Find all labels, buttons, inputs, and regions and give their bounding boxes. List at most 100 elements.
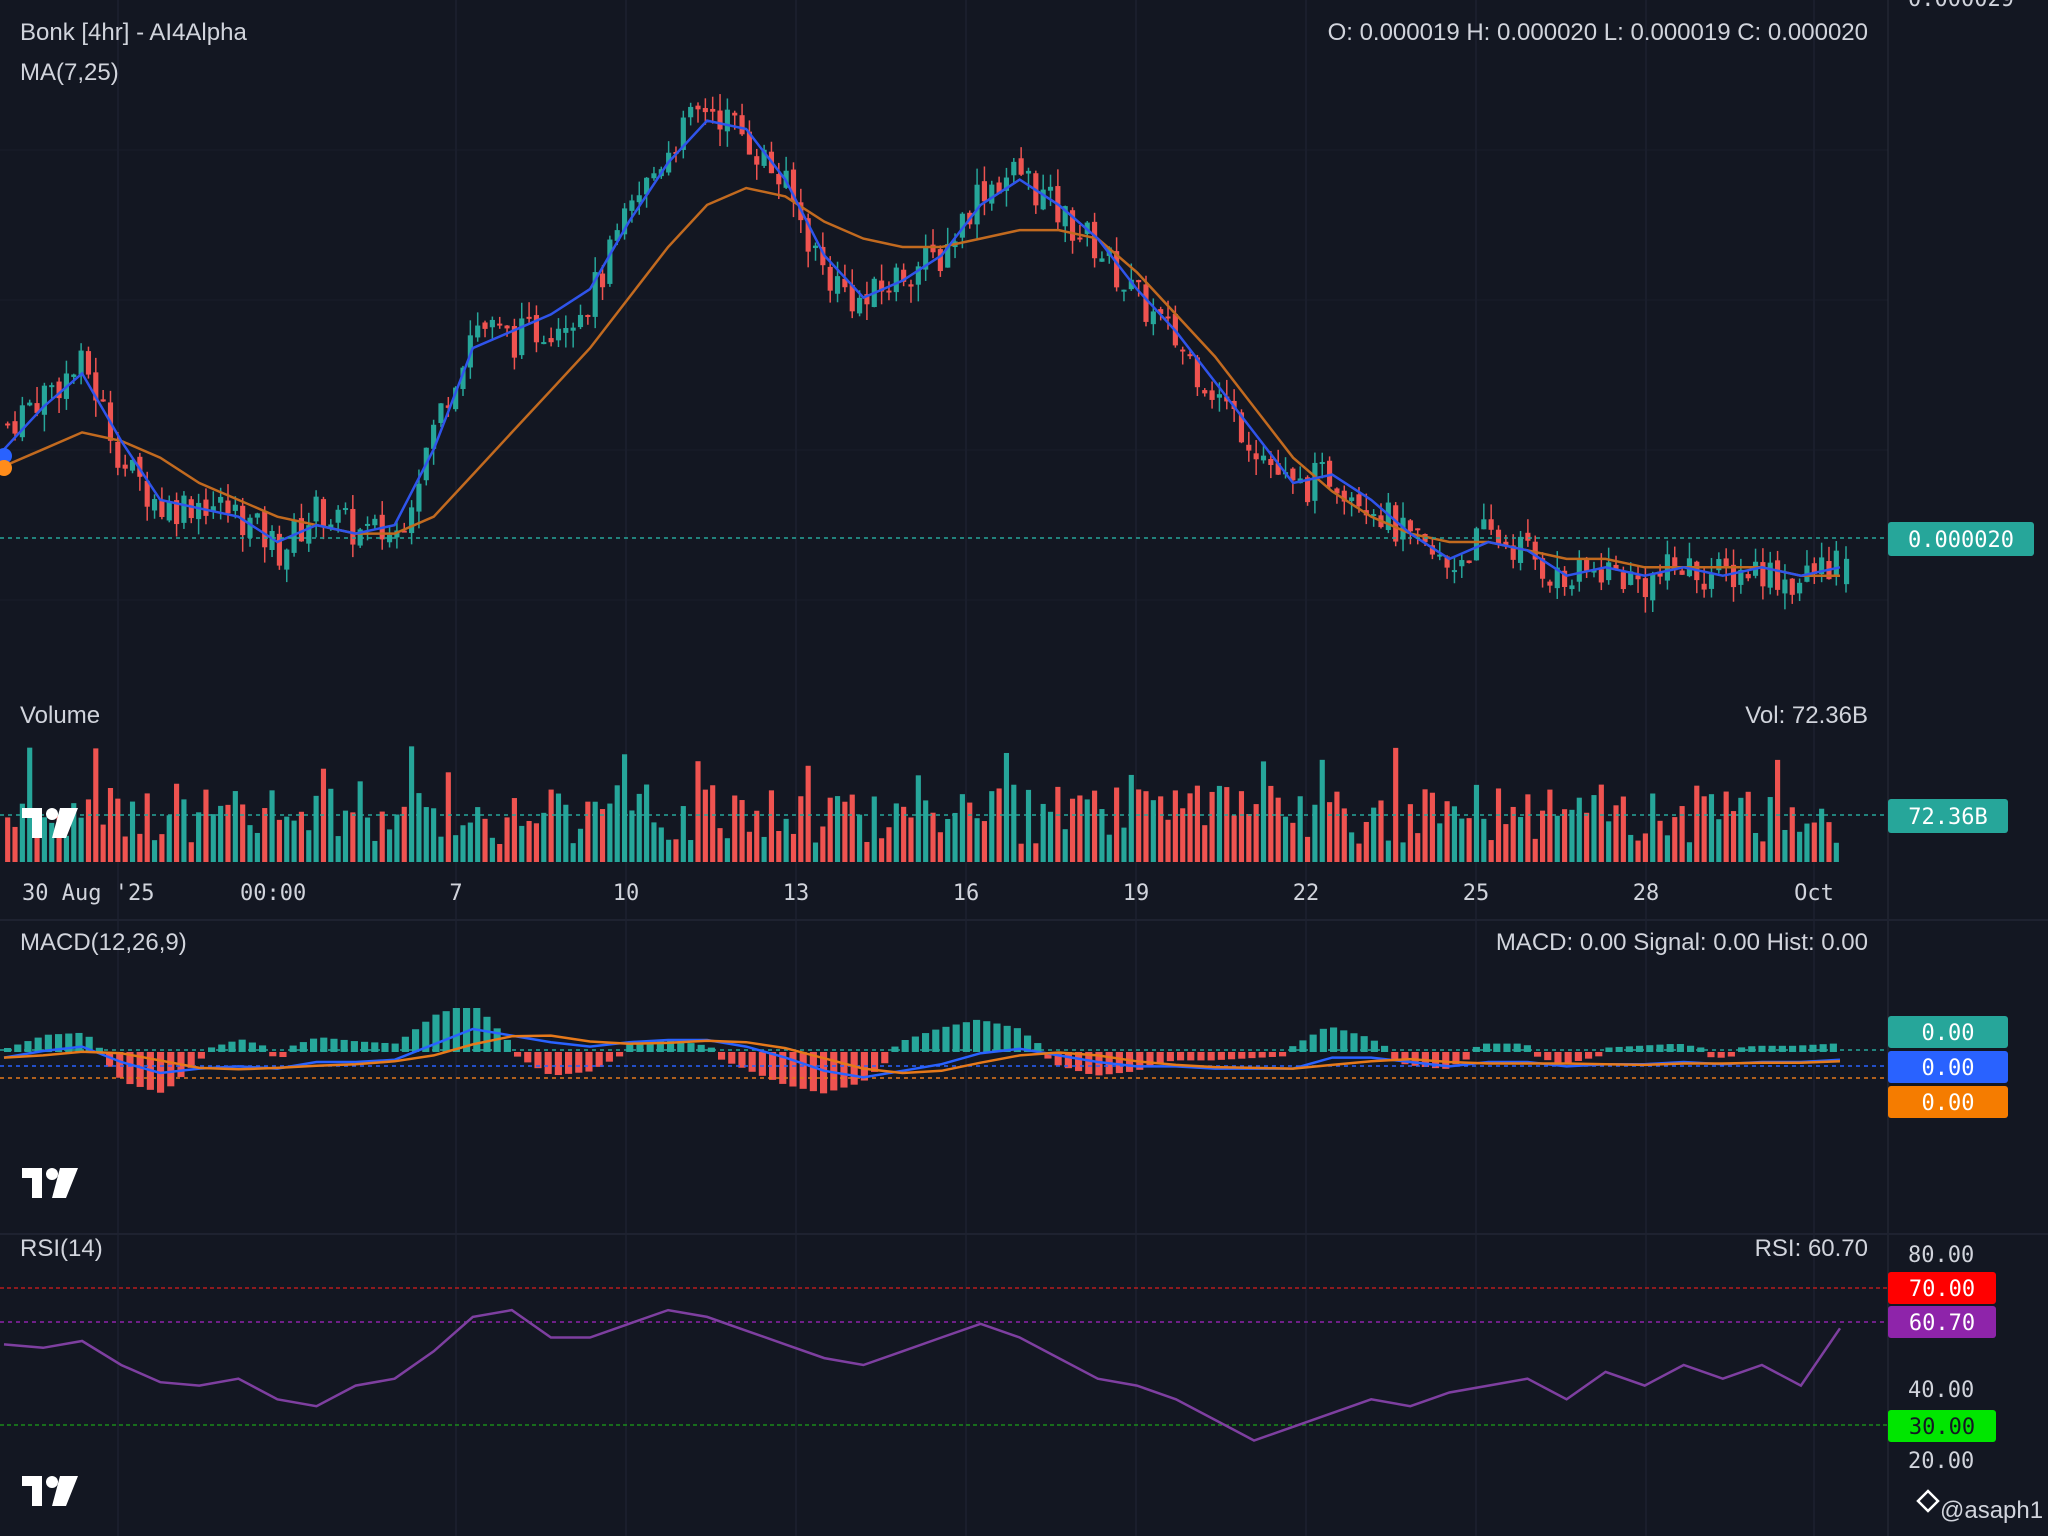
candle-body [599,273,606,288]
macd-hist-bar [85,1036,93,1052]
volume-bar [137,833,143,862]
volume-bar [680,806,686,862]
volume-bar [1062,829,1068,862]
signal-line [3,1034,1841,1075]
tradingview-logo [22,808,78,838]
volume-bar [1282,816,1289,862]
macd-hist-bar [1013,1028,1021,1052]
x-tick-label: 30 Aug '25 [22,881,154,906]
macd-hist-bar [1207,1052,1215,1061]
macd-hist-bar [636,1042,644,1052]
volume-bar [1613,805,1619,862]
macd-hist-bar [422,1021,430,1052]
volume-bar [298,811,305,862]
volume-bar [1018,843,1024,862]
candle-body [1003,177,1010,191]
macd-hist-bar [850,1052,858,1085]
candle-body [1194,357,1200,388]
volume-bar [78,817,84,862]
candle-body [276,533,282,566]
chart-title: Bonk [4hr] - AI4Alpha [20,19,247,46]
candle-body [923,246,929,270]
candle-body [1341,490,1347,502]
macd-hist-bar [901,1039,909,1052]
macd-hist-bar [1727,1052,1735,1057]
volume-bar [115,798,121,862]
volume-bar [548,789,554,862]
candle-body [291,520,297,553]
volume-bar [945,818,951,862]
volume-bar [306,830,312,862]
candle-body [1202,390,1208,394]
volume-bar [533,823,540,862]
macd-hist-bar [432,1014,440,1052]
volume-bar [1114,787,1120,862]
candle-body [577,314,584,328]
volume-bar [761,836,767,862]
macd-hist-bar [993,1023,1001,1052]
candle-body [1128,279,1134,290]
macd-hist-bar [1442,1052,1450,1069]
macd-hist-bar [748,1052,756,1072]
macd-hist-bar [391,1043,399,1052]
macd-hist-bar [1075,1052,1083,1072]
volume-bar [1246,814,1252,862]
top-price-tick: 0.000029 [1908,0,2014,12]
volume-bar [504,817,510,862]
macd-hist-bar [279,1052,287,1058]
volume-bar [1407,804,1413,862]
candle-body [1532,541,1538,560]
volume-bar [1415,833,1421,862]
volume-bar [1459,818,1465,862]
rsi-overbought-badge [1888,1272,1996,1304]
candle-body [1165,316,1171,319]
volume-bar [783,818,789,862]
volume-bar [1584,812,1590,862]
candle-body [1503,541,1509,546]
candle-body [350,508,356,545]
candle-body [1539,558,1546,579]
macd-hist-bar [973,1019,981,1052]
macd-hist-bar [452,1008,460,1052]
candle-body [1701,583,1707,590]
volume-bar [335,836,341,862]
candle-body [1730,564,1737,588]
macd-hist-bar [167,1052,175,1087]
macd-hist-bar [514,1052,522,1057]
macd-hist-bar [1095,1052,1103,1076]
candle-body [1833,550,1839,577]
volume-bar [1833,842,1839,862]
volume-bar [497,843,503,862]
macd-hist-bar [218,1044,226,1052]
candle-body [1613,564,1619,570]
volume-bar [1473,784,1480,862]
candle-body [1047,186,1054,191]
candle-body [1025,170,1032,174]
volume-bar [702,789,708,862]
tradingview-logo [22,1168,78,1198]
macd-hist-bar [1738,1047,1746,1052]
macd-hist-bar [1789,1045,1797,1052]
price-badge [1888,522,2034,556]
x-tick-label: 16 [953,881,980,906]
volume-bar [1672,817,1678,862]
volume-bar [952,812,958,862]
macd-hist-bar [503,1039,511,1052]
ma25-line [3,186,1840,577]
macd-hist-bar [340,1039,348,1052]
macd-hist-bar [24,1041,32,1052]
candle-body [475,325,481,338]
candle-body [1114,251,1120,288]
volume-bar [636,793,642,862]
rsi-tick-40: 40.00 [1908,1378,1974,1403]
candle-body [416,483,422,512]
volume-bar [555,793,562,862]
volume-bar [1143,791,1149,862]
candle-body [364,523,371,526]
volume-bar [812,842,819,862]
macd-hist-bar [779,1052,787,1084]
macd-hist-bar [1309,1034,1317,1052]
volume-bar [1635,840,1641,862]
macd-hist-bar [1034,1043,1042,1052]
